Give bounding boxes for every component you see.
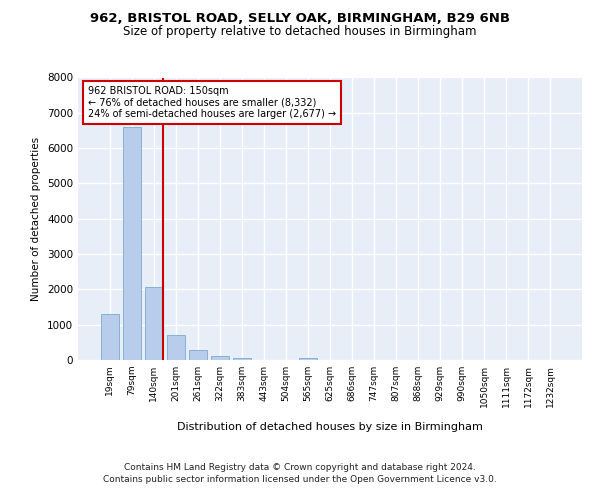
Bar [101, 314, 119, 360]
Text: Contains public sector information licensed under the Open Government Licence v3: Contains public sector information licen… [103, 475, 497, 484]
Bar [189, 350, 206, 360]
Text: 962, BRISTOL ROAD, SELLY OAK, BIRMINGHAM, B29 6NB: 962, BRISTOL ROAD, SELLY OAK, BIRMINGHAM… [90, 12, 510, 26]
Text: 962 BRISTOL ROAD: 150sqm
← 76% of detached houses are smaller (8,332)
24% of sem: 962 BRISTOL ROAD: 150sqm ← 76% of detach… [88, 86, 336, 119]
Bar [123, 127, 140, 360]
Bar [167, 336, 185, 360]
Y-axis label: Number of detached properties: Number of detached properties [31, 136, 41, 301]
Text: Distribution of detached houses by size in Birmingham: Distribution of detached houses by size … [177, 422, 483, 432]
Text: Size of property relative to detached houses in Birmingham: Size of property relative to detached ho… [123, 25, 477, 38]
Bar [299, 358, 317, 360]
Bar [233, 358, 251, 360]
Bar [211, 356, 229, 360]
Text: Contains HM Land Registry data © Crown copyright and database right 2024.: Contains HM Land Registry data © Crown c… [124, 462, 476, 471]
Bar [145, 286, 163, 360]
